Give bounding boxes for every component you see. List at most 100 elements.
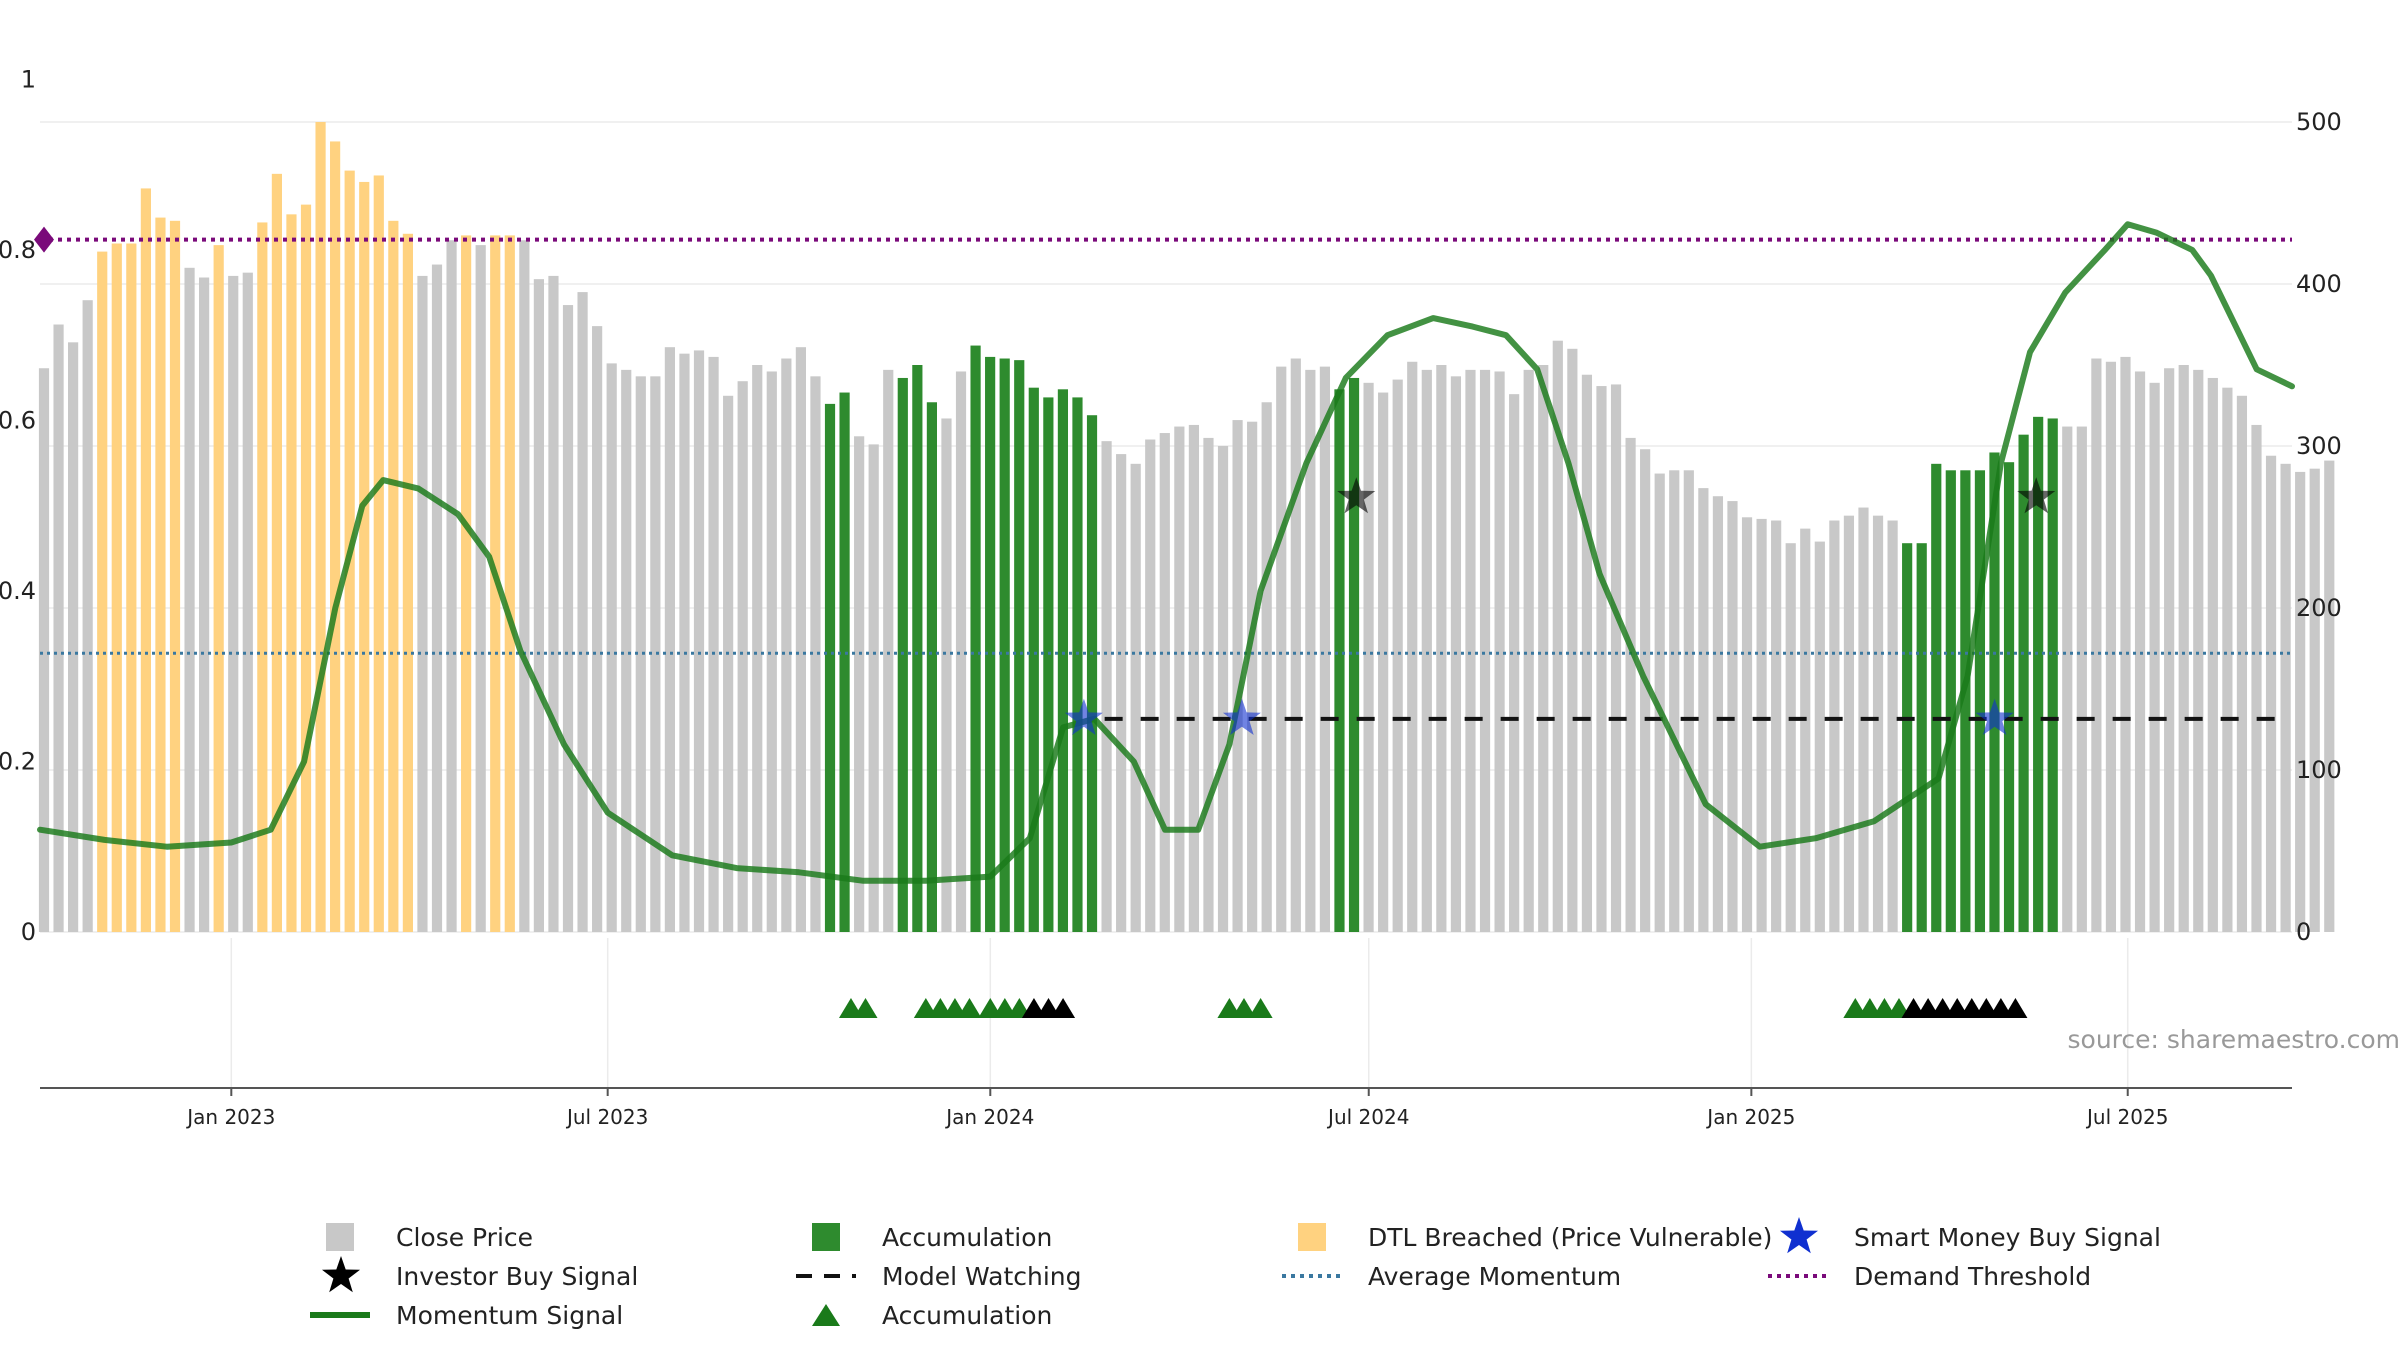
close-price-bar (533, 279, 544, 932)
close-price-bar (2178, 365, 2189, 932)
dtl-breached-bar (373, 175, 384, 932)
close-price-bar (431, 264, 443, 932)
close-price-bar (1596, 386, 1607, 932)
close-price-bar (1494, 371, 1505, 933)
legend-label: Model Watching (882, 1262, 1082, 1291)
close-price-bar (2105, 361, 2117, 932)
dtl-breached-bar (97, 251, 108, 933)
legend-label: DTL Breached (Price Vulnerable) (1368, 1223, 1772, 1252)
close-price-bar (2120, 356, 2131, 932)
close-price-bar (1843, 515, 1855, 932)
close-price-bar (1552, 340, 1563, 932)
close-price-bar (1247, 421, 1258, 932)
close-price-bar (1232, 420, 1243, 932)
close-price-bar (2222, 387, 2233, 932)
accumulation-bar (1931, 463, 1942, 932)
dtl-breached-bar (330, 141, 341, 932)
close-price-bar (635, 376, 646, 933)
legend-item: Model Watching (796, 1262, 1082, 1291)
close-price-bar (1392, 379, 1403, 933)
x-tick-label: Jul 2023 (565, 1105, 648, 1129)
close-price-bar (2324, 460, 2335, 932)
accumulation-bar (2018, 434, 2029, 932)
close-price-bar (1130, 463, 1141, 932)
close-price-bar (1101, 441, 1112, 932)
accumulation-marker-black (1051, 998, 1076, 1018)
close-price-bar (1188, 424, 1200, 932)
close-price-bar (2251, 424, 2262, 932)
close-price-bar (1610, 384, 1622, 932)
close-price-bar (2280, 463, 2291, 932)
close-price-bar (2076, 426, 2087, 932)
close-price-bar (2207, 377, 2218, 933)
close-price-bar (562, 305, 574, 932)
legend-label: Momentum Signal (396, 1301, 623, 1330)
left-tick-label: 0.2 (0, 747, 36, 775)
close-price-bar (1261, 402, 1272, 932)
close-price-bar (679, 353, 690, 932)
legend-item: DTL Breached (Price Vulnerable) (1298, 1223, 1772, 1252)
close-price-bar (795, 347, 806, 932)
close-price-bar (519, 240, 530, 932)
close-price-bar (1654, 473, 1665, 932)
accumulation-bar (897, 377, 908, 933)
x-tick-label: Jan 2023 (185, 1105, 275, 1129)
dtl-breached-bar (271, 173, 282, 933)
accumulation-bar (912, 365, 923, 932)
momentum-signal-line (37, 221, 2295, 884)
close-price-bar (1756, 518, 1767, 932)
legend-swatch (812, 1223, 840, 1251)
close-price-bar (446, 240, 457, 932)
close-price-bar (955, 371, 967, 933)
legend-triangle-icon (812, 1304, 840, 1326)
legend-label: Demand Threshold (1854, 1262, 2091, 1291)
smart-money-buy-star (1222, 698, 1261, 735)
legend-item: Accumulation (812, 1301, 1052, 1330)
dtl-breached-bar (402, 233, 413, 932)
dtl-breached-bar (213, 245, 224, 932)
close-price-bar (1640, 449, 1651, 932)
close-price-bar (1465, 369, 1476, 932)
lines-layer (34, 221, 2295, 884)
close-price-bar (1523, 369, 1534, 932)
right-tick-label: 400 (2296, 270, 2342, 298)
close-price-bar (1712, 496, 1724, 932)
close-price-bar (1625, 437, 1636, 932)
close-price-bar (1698, 488, 1709, 932)
accumulation-bar (1960, 470, 1971, 932)
close-price-bar (2309, 468, 2320, 932)
accumulation-bar (2047, 418, 2058, 933)
close-price-bar (1727, 501, 1738, 932)
close-price-bar (1276, 366, 1287, 932)
close-price-bar (2193, 369, 2204, 932)
close-price-bar (1319, 366, 1331, 932)
legend-swatch (1298, 1223, 1326, 1251)
close-price-bar (941, 418, 952, 933)
accumulation-marker-black (2003, 998, 2028, 1018)
close-price-bar (184, 267, 195, 932)
close-price-bar (1814, 541, 1825, 932)
legend-label: Average Momentum (1368, 1262, 1621, 1291)
close-price-bar (1174, 426, 1185, 932)
legend-item: Close Price (326, 1223, 533, 1252)
left-tick-label: 0 (21, 918, 36, 946)
left-tick-label: 1 (21, 65, 36, 93)
close-price-bar (1407, 361, 1418, 932)
accumulation-bar (1945, 470, 1956, 932)
close-price-bar (664, 347, 675, 932)
close-price-bar (621, 369, 632, 932)
close-price-bar (1887, 520, 1898, 932)
close-price-bar (1669, 470, 1680, 932)
close-price-bar (1683, 470, 1694, 932)
legend-item: Smart Money Buy Signal (1780, 1217, 2161, 1254)
left-tick-label: 0.8 (0, 236, 36, 264)
dtl-breached-bar (388, 220, 399, 932)
legend-label: Accumulation (882, 1301, 1052, 1330)
legend-star-icon (1780, 1217, 1818, 1254)
accumulation-marker (957, 998, 982, 1018)
close-price-bar (854, 436, 865, 932)
dtl-breached-bar (126, 243, 137, 932)
close-price-bar (2149, 382, 2160, 932)
close-price-bar (1290, 358, 1301, 932)
